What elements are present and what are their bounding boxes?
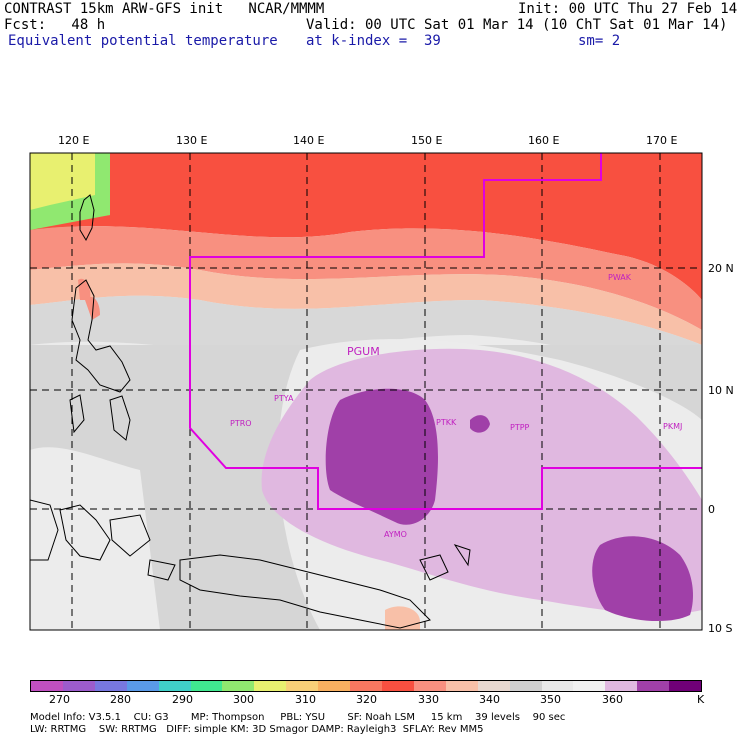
valid-time: Valid: 00 UTC Sat 01 Mar 14 (10 ChT Sat … <box>306 17 728 33</box>
color-scale-swatch <box>158 681 191 691</box>
station-label: AYMO <box>384 530 407 539</box>
lat-label-10n: 10 N <box>708 384 734 397</box>
station-label: PGUM <box>347 345 380 358</box>
scale-label: 340 <box>479 693 500 706</box>
color-scale-swatch <box>126 681 159 691</box>
scale-label: 350 <box>540 693 561 706</box>
color-scale-swatch <box>254 681 287 691</box>
theta-e-field <box>30 153 702 630</box>
lon-label-160: 160 E <box>528 134 560 147</box>
station-label: PTKK <box>436 418 457 427</box>
station-label: PTYA <box>274 394 294 403</box>
color-scale-swatch <box>669 681 702 691</box>
color-scale-swatch <box>381 681 414 691</box>
scale-label: 300 <box>233 693 254 706</box>
color-scale-swatch <box>445 681 478 691</box>
color-scale-swatch <box>190 681 223 691</box>
init-time: Init: 00 UTC Thu 27 Feb 14 <box>518 1 738 17</box>
region-boundary <box>189 153 702 510</box>
color-scale-swatch <box>31 681 63 691</box>
lat-label-10s: 10 S <box>708 622 733 635</box>
model-title: CONTRAST 15km ARW-GFS init NCAR/MMMM <box>4 1 325 17</box>
color-scale-swatch <box>605 681 638 691</box>
scale-label: 320 <box>356 693 377 706</box>
color-scale-swatch <box>477 681 510 691</box>
color-scale-swatch <box>222 681 255 691</box>
map-frame <box>29 152 703 631</box>
lon-label-130: 130 E <box>176 134 208 147</box>
station-label: PKMJ <box>663 422 683 431</box>
model-info-line1: Model Info: V3.5.1 CU: G3 MP: Thompson P… <box>30 712 566 723</box>
color-scale-swatch <box>62 681 95 691</box>
color-scale-swatch <box>318 681 351 691</box>
scale-label: 330 <box>418 693 439 706</box>
lon-label-140: 140 E <box>293 134 325 147</box>
scale-label: 270 <box>49 693 70 706</box>
lat-label-0: 0 <box>708 503 715 516</box>
color-scale-swatch <box>350 681 382 691</box>
scale-label: 310 <box>295 693 316 706</box>
lat-label-20n: 20 N <box>708 262 734 275</box>
station-label: PTRO <box>230 419 252 428</box>
color-scale-swatch <box>286 681 319 691</box>
color-scale-bar <box>30 680 702 692</box>
color-scale-swatch <box>541 681 574 691</box>
scale-label: 290 <box>172 693 193 706</box>
lon-label-150: 150 E <box>411 134 443 147</box>
field-name: Equivalent potential temperature <box>8 33 278 49</box>
color-scale-swatch <box>509 681 542 691</box>
lon-label-170: 170 E <box>646 134 678 147</box>
scale-label: 360 <box>602 693 623 706</box>
forecast-hour: Fcst: 48 h <box>4 17 106 33</box>
scale-unit: K <box>697 693 705 706</box>
smoothing: sm= 2 <box>578 33 621 49</box>
k-index: at k-index = 39 <box>306 33 441 49</box>
station-label: PTPP <box>510 423 530 432</box>
coastlines <box>30 194 471 629</box>
lon-label-120: 120 E <box>58 134 90 147</box>
color-scale-swatch <box>637 681 670 691</box>
station-label: PWAK <box>608 273 632 282</box>
model-info-line2: LW: RRTMG SW: RRTMG DIFF: simple KM: 3D … <box>30 724 484 735</box>
color-scale-swatch <box>413 681 446 691</box>
color-scale-swatch <box>573 681 606 691</box>
color-scale-swatch <box>94 681 127 691</box>
scale-label: 280 <box>110 693 131 706</box>
